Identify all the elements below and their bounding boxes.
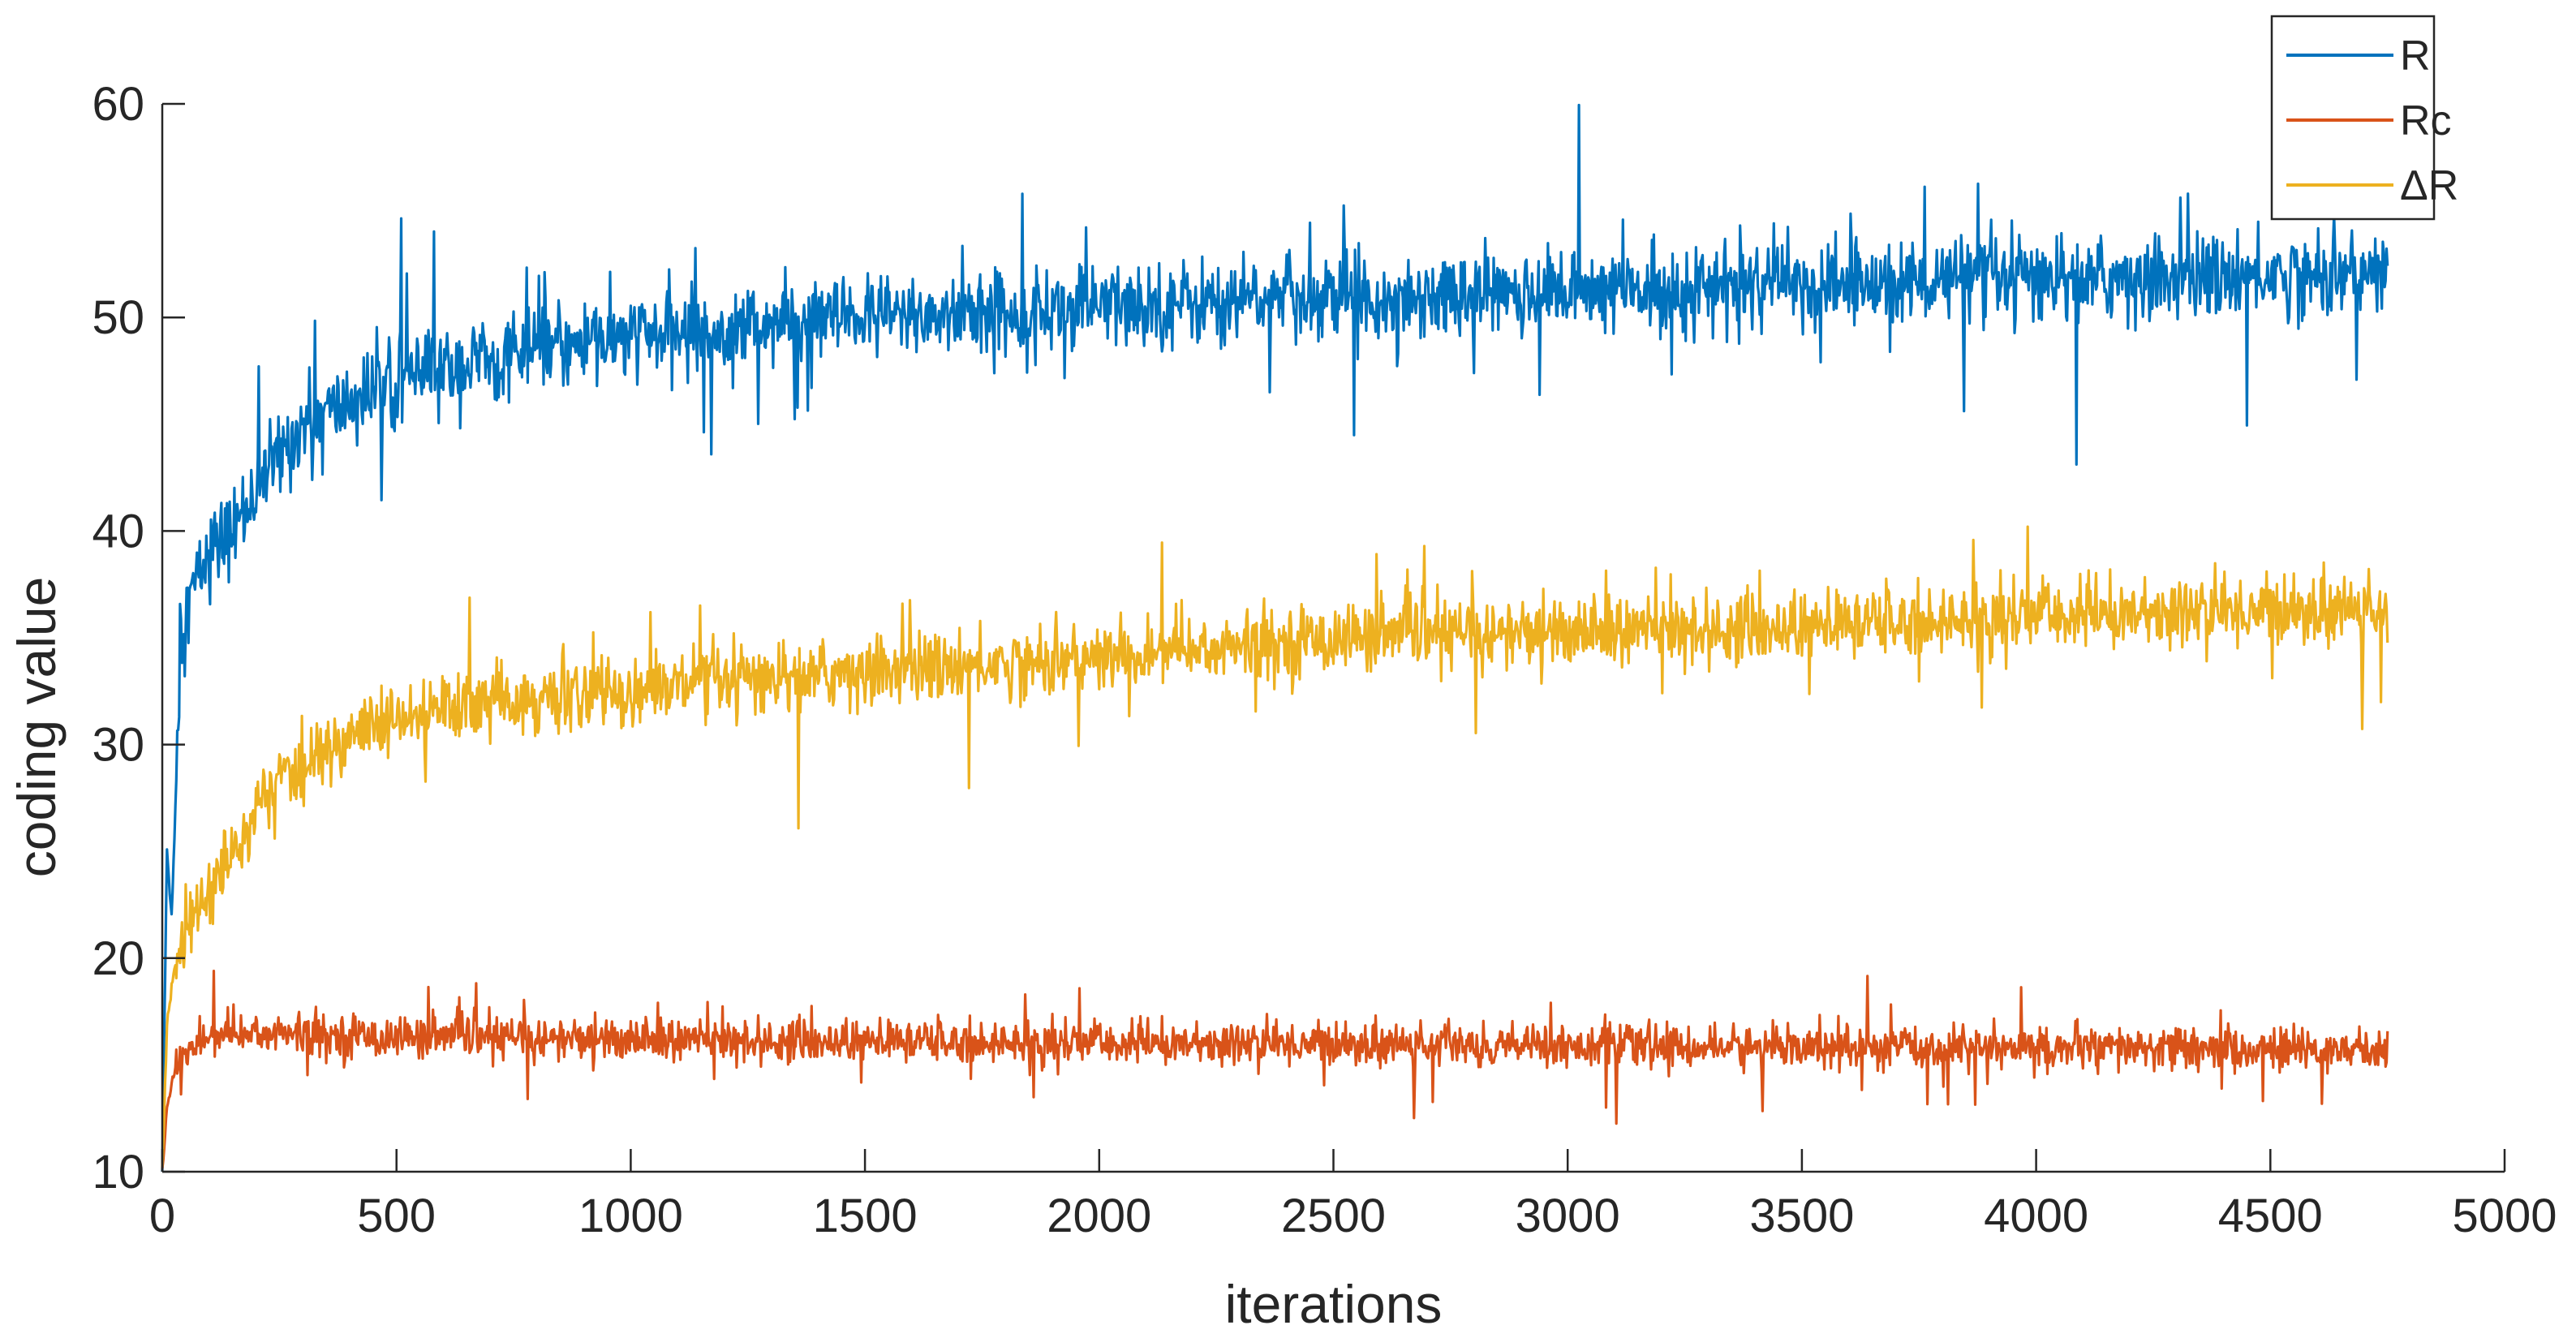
y-tick-label: 40 <box>92 505 144 557</box>
series-line-delta-r <box>161 525 2389 1168</box>
series-line-r <box>161 103 2389 1173</box>
x-tick-label: 1000 <box>578 1190 683 1242</box>
x-axis-label: iterations <box>1225 1274 1443 1334</box>
legend-label-delta-r: ΔR <box>2400 162 2458 209</box>
series-line-rc <box>161 970 2389 1169</box>
x-tick-label: 0 <box>149 1190 175 1242</box>
x-tick-label: 4000 <box>1984 1190 2088 1242</box>
series-layer <box>161 103 2389 1173</box>
legend-label-rc: Rc <box>2400 97 2452 144</box>
x-tick-label: 4500 <box>2218 1190 2323 1242</box>
x-tick-label: 500 <box>357 1190 436 1242</box>
y-axis-label: coding value <box>6 577 67 878</box>
x-tick-label: 1500 <box>813 1190 918 1242</box>
legend-label-r: R <box>2400 32 2431 80</box>
y-tick-label: 30 <box>92 719 144 772</box>
y-tick-label: 10 <box>92 1146 144 1198</box>
x-tick-label: 3500 <box>1749 1190 1854 1242</box>
x-tick-label: 5000 <box>2452 1190 2557 1242</box>
x-tick-label: 2500 <box>1281 1190 1386 1242</box>
x-tick-label: 2000 <box>1047 1190 1151 1242</box>
y-tick-label: 60 <box>92 78 144 131</box>
legend: R Rc ΔR <box>2270 15 2458 221</box>
y-tick-label: 50 <box>92 291 144 344</box>
y-tick-label: 20 <box>92 932 144 985</box>
ticks-layer: 0 500 1000 1500 2000 2500 3000 3500 4000 4500 5000… <box>92 78 2557 1242</box>
x-tick-label: 3000 <box>1516 1190 1620 1242</box>
